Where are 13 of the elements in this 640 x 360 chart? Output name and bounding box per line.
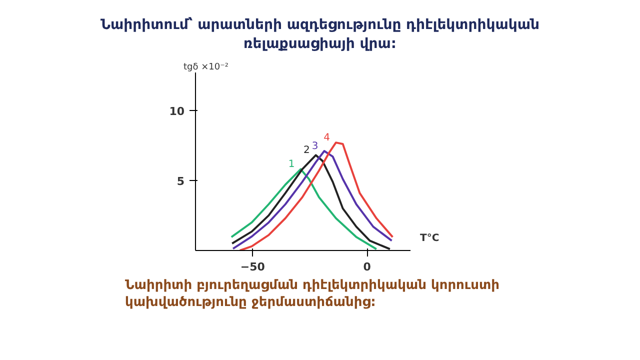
line-series xyxy=(230,168,378,250)
x-axis-title: T°C xyxy=(420,232,440,246)
series-label: 3 xyxy=(312,140,318,152)
series-label: 1 xyxy=(288,159,295,170)
y-tick-label: 10 xyxy=(169,104,185,118)
x-tick-label: 0 xyxy=(363,260,372,274)
text: Նաիրիտի բյուրեղացման դիէլեկտրիկական կորուստի կախվածությունը ջերմաստիճանից: xyxy=(125,277,500,311)
chart-title: Նաիրիտում՝ արատների ազդեցությունը դիէլեկտրիկական ռելաքսացիայի վրա: xyxy=(100,16,540,54)
y-tick-label: 5 xyxy=(176,174,184,188)
y-axis-title: tgδ ×10⁻² xyxy=(184,62,229,72)
x-tick-label: −50 xyxy=(240,260,266,274)
series-label: 2 xyxy=(303,145,310,156)
series-label: 4 xyxy=(324,132,330,144)
